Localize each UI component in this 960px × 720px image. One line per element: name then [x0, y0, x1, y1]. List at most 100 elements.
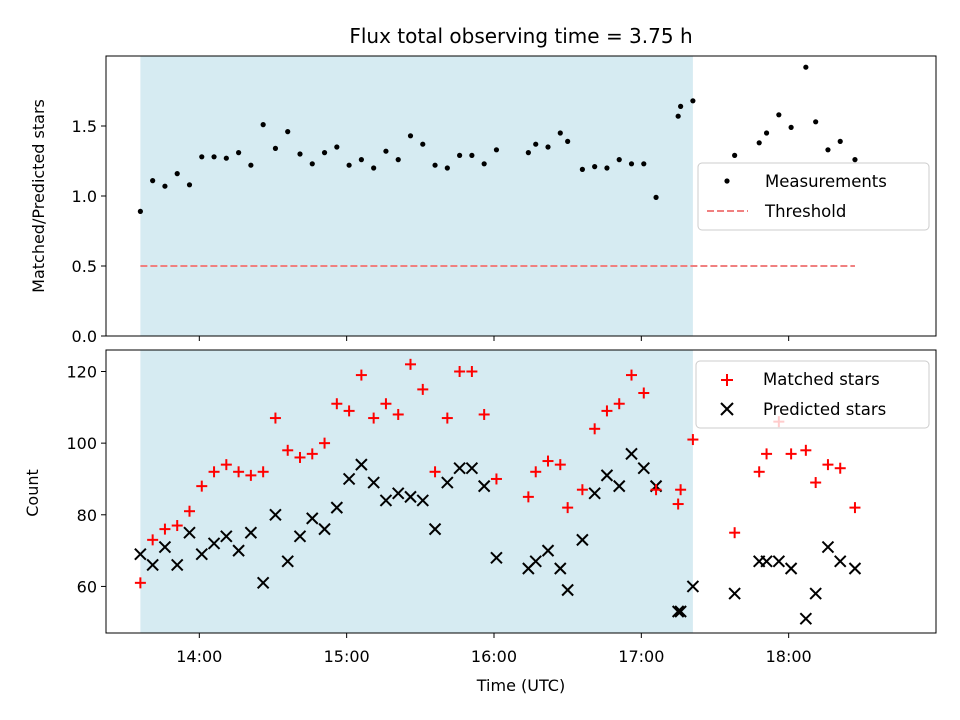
chart-title: Flux total observing time = 3.75 h	[349, 24, 692, 48]
predicted-stars-point	[588, 487, 601, 500]
matched-stars-point	[822, 459, 834, 471]
measurement-point	[493, 147, 500, 153]
predicted-stars-point	[306, 512, 319, 525]
predicted-stars-point	[281, 555, 294, 568]
predicted-stars-point	[554, 562, 567, 575]
measurement-point	[150, 178, 156, 184]
predicted-stars-point	[772, 555, 786, 568]
top-y-tick-label: 0.0	[72, 327, 97, 346]
measurement-point	[309, 161, 315, 167]
matched-stars-point	[638, 387, 650, 399]
matched-stars-point	[282, 444, 294, 456]
predicted-stars-point	[686, 580, 700, 593]
predicted-stars-point	[674, 605, 687, 618]
matched-stars-point	[672, 498, 684, 510]
measurement-point	[533, 141, 539, 147]
measurement-point	[628, 161, 635, 167]
measurement-point	[616, 157, 622, 163]
bottom-plot-area	[134, 358, 862, 625]
measurement-point	[690, 98, 696, 104]
matched-stars-point	[294, 451, 306, 463]
predicted-stars-point	[183, 526, 196, 539]
measurement-point	[186, 182, 193, 188]
measurement-point	[825, 147, 831, 153]
x-axis-label: Time (UTC)	[476, 676, 565, 695]
measurement-point	[371, 165, 377, 171]
predicted-stars-point	[637, 462, 650, 475]
matched-stars-point	[269, 412, 281, 424]
matched-stars-point	[368, 412, 380, 424]
matched-stars-point	[392, 408, 404, 420]
predicted-stars-point	[416, 494, 429, 507]
measurement-point	[199, 154, 205, 160]
predicted-stars-point	[330, 501, 344, 514]
matched-stars-point	[562, 502, 574, 514]
measurement-point	[813, 119, 819, 125]
top-legend-box	[697, 162, 930, 231]
matched-stars-point	[626, 369, 638, 381]
predicted-stars-point	[784, 562, 798, 575]
measurement-point	[545, 144, 551, 150]
measurement-point	[383, 148, 389, 154]
predicted-stars-point	[244, 526, 258, 539]
measurement-point	[297, 151, 303, 157]
matched-stars-point	[208, 466, 220, 478]
matched-stars-point	[171, 520, 183, 532]
predicted-stars-point	[207, 537, 221, 550]
predicted-stars-point	[821, 540, 835, 554]
predicted-stars-point	[728, 587, 741, 600]
predicted-stars-point	[576, 533, 589, 547]
measurement-point	[604, 165, 610, 171]
predicted-stars-point	[453, 462, 466, 475]
measurement-point	[444, 165, 450, 171]
predicted-stars-point	[465, 462, 479, 475]
matched-stars-point	[380, 398, 392, 410]
measurement-point	[732, 152, 738, 158]
bottom-y-tick-label: 60	[77, 577, 97, 596]
predicted-stars-point	[269, 508, 282, 521]
matched-stars-point	[554, 459, 566, 471]
measurement-point	[592, 164, 598, 170]
x-tick-label: 14:00	[176, 647, 222, 666]
matched-stars-point	[196, 480, 208, 492]
matched-stars-point	[233, 466, 245, 478]
bottom-legend-box	[695, 360, 930, 429]
predicted-stars-point	[195, 547, 208, 561]
predicted-stars-point	[428, 522, 442, 536]
predicted-stars-point	[220, 530, 233, 543]
measurement-point	[557, 130, 563, 136]
matched-stars-point	[576, 484, 588, 496]
matched-stars-point	[147, 534, 159, 546]
measurement-point	[852, 157, 858, 163]
bottom-axes-frame	[105, 349, 937, 634]
matched-stars-point	[522, 491, 534, 503]
predicted-stars-point	[342, 472, 356, 486]
legend-predicted-label: Predicted stars	[763, 400, 886, 419]
measurement-point	[756, 140, 762, 146]
matched-stars-point	[785, 448, 797, 460]
matched-stars-point	[613, 398, 625, 410]
predicted-stars-point	[799, 612, 813, 625]
top-y-tick-label: 1.0	[72, 187, 97, 206]
predicted-stars-point	[848, 562, 862, 575]
matched-stars-point	[589, 423, 601, 435]
matched-stars-point	[454, 365, 466, 377]
matched-stars-point	[490, 473, 502, 485]
predicted-stars-point	[367, 476, 380, 489]
measurement-point	[174, 171, 180, 177]
matched-stars-point	[729, 527, 741, 539]
matched-stars-point	[355, 369, 367, 381]
top-panel: 0.0 0.5 1.0 1.5 Matched/Predicted stars Mea…	[29, 55, 937, 346]
top-x-ticks	[198, 336, 790, 341]
measurement-point	[272, 145, 279, 151]
measurement-point	[420, 141, 426, 147]
bottom-y-tick-label: 100	[66, 434, 97, 453]
bottom-y-axis-label: Count	[23, 469, 42, 517]
matched-stars-point	[601, 405, 613, 417]
matched-stars-point	[834, 462, 846, 474]
measurement-point	[469, 152, 475, 158]
matched-stars-point	[849, 502, 861, 514]
measurement-point	[641, 161, 647, 167]
predicted-stars-point	[760, 555, 773, 568]
